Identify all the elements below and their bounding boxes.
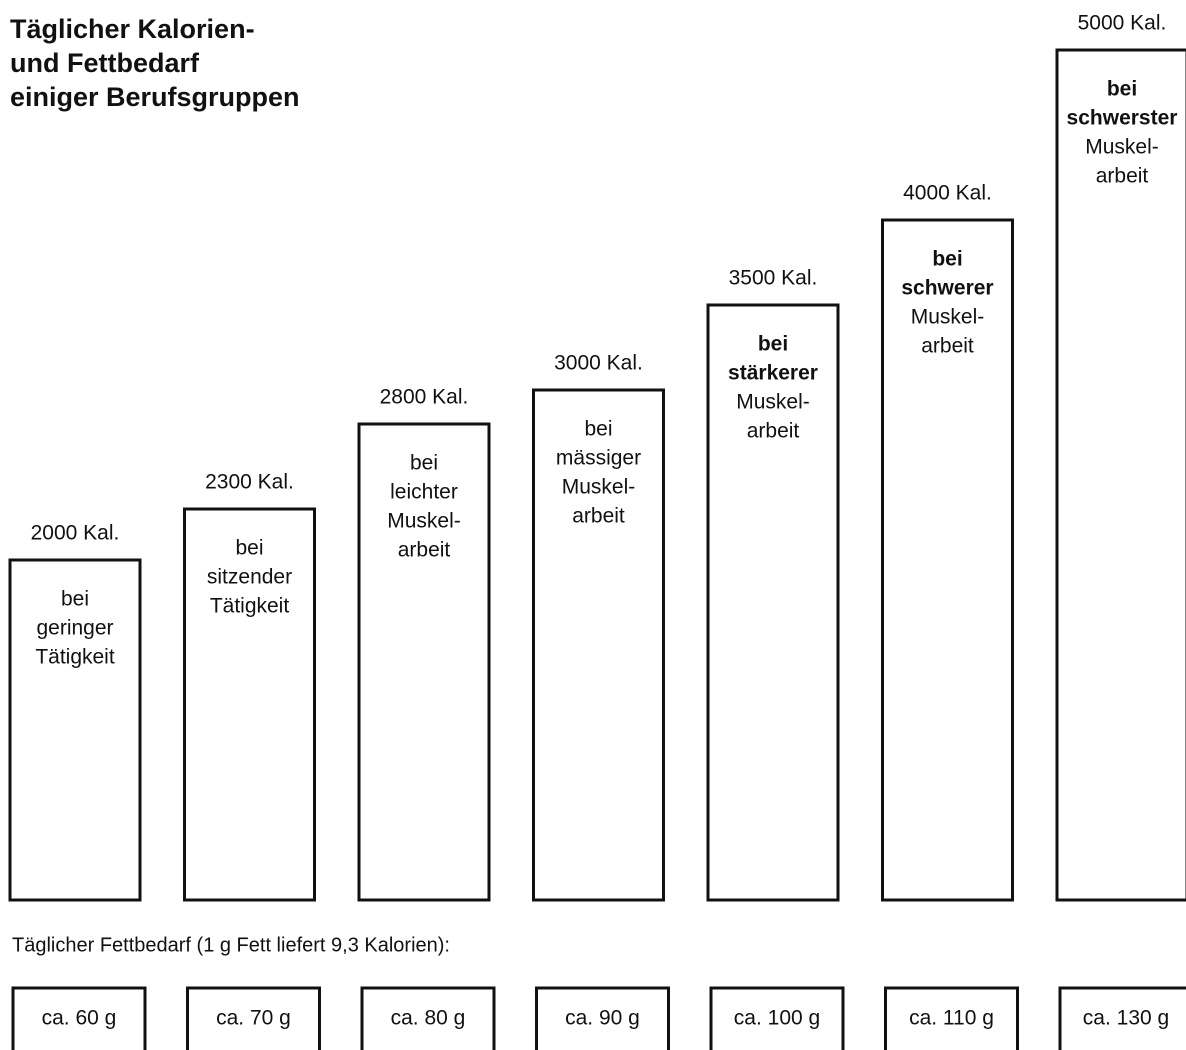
bar bbox=[1055, 48, 1186, 902]
value-label: 2300 Kal. bbox=[205, 471, 294, 494]
category-label: arbeit bbox=[572, 505, 625, 528]
category-label: schwerer bbox=[901, 277, 993, 300]
value-label: 2800 Kal. bbox=[380, 386, 469, 409]
category-label: arbeit bbox=[398, 539, 451, 562]
category-label: Muskel- bbox=[736, 391, 810, 414]
category-label: bei bbox=[932, 248, 962, 271]
fat-cell bbox=[884, 986, 1019, 1050]
fat-cell-label: ca. 80 g bbox=[391, 1007, 466, 1030]
bar bbox=[183, 507, 316, 902]
fat-cell bbox=[1058, 986, 1186, 1050]
value-label: 2000 Kal. bbox=[31, 522, 120, 545]
category-label: arbeit bbox=[747, 420, 800, 443]
category-label: leichter bbox=[390, 481, 458, 504]
fat-cell-label: ca. 100 g bbox=[734, 1007, 820, 1030]
fat-cell bbox=[360, 986, 496, 1050]
value-label: 3000 Kal. bbox=[554, 352, 643, 375]
category-label: Muskel- bbox=[562, 476, 636, 499]
bar bbox=[706, 303, 840, 902]
category-label: bei bbox=[1107, 78, 1137, 101]
fat-cell-label: ca. 70 g bbox=[216, 1007, 291, 1030]
bar bbox=[532, 388, 665, 902]
category-label: Tätigkeit bbox=[210, 595, 290, 618]
category-label: arbeit bbox=[921, 335, 974, 358]
fat-cell-label: ca. 90 g bbox=[565, 1007, 640, 1030]
bar bbox=[8, 558, 142, 902]
fat-table-title: Täglicher Fettbedarf (1 g Fett liefert 9… bbox=[12, 934, 450, 956]
chart-title: und Fettbedarf bbox=[10, 48, 200, 78]
fat-cell-label: ca. 110 g bbox=[909, 1007, 994, 1030]
category-label: stärkerer bbox=[728, 362, 818, 385]
category-label: Muskel- bbox=[1085, 136, 1159, 159]
category-label: arbeit bbox=[1096, 165, 1149, 188]
bar bbox=[881, 218, 1014, 902]
category-label: bei bbox=[410, 452, 438, 475]
fat-cell bbox=[11, 986, 147, 1050]
category-label: schwerster bbox=[1067, 107, 1178, 130]
fat-cell-label: ca. 130 g bbox=[1083, 1007, 1169, 1030]
category-label: bei bbox=[584, 418, 612, 441]
category-label: Muskel- bbox=[387, 510, 461, 533]
category-label: bei bbox=[758, 333, 788, 356]
bar bbox=[357, 422, 491, 902]
category-label: bei bbox=[61, 588, 89, 611]
category-label: mässiger bbox=[556, 447, 641, 470]
fat-cell bbox=[709, 986, 845, 1050]
category-label: Tätigkeit bbox=[35, 646, 115, 669]
value-label: 3500 Kal. bbox=[729, 267, 818, 290]
fat-cell bbox=[535, 986, 670, 1050]
category-label: geringer bbox=[36, 617, 113, 640]
category-label: Muskel- bbox=[911, 306, 985, 329]
value-label: 5000 Kal. bbox=[1078, 12, 1167, 35]
value-label: 4000 Kal. bbox=[903, 182, 992, 205]
chart-title: einiger Berufsgruppen bbox=[10, 82, 300, 112]
fat-cell bbox=[186, 986, 321, 1050]
category-label: sitzender bbox=[207, 566, 292, 589]
chart-title: Täglicher Kalorien- bbox=[10, 14, 255, 44]
category-label: bei bbox=[235, 537, 263, 560]
fat-cell-label: ca. 60 g bbox=[42, 1007, 117, 1030]
